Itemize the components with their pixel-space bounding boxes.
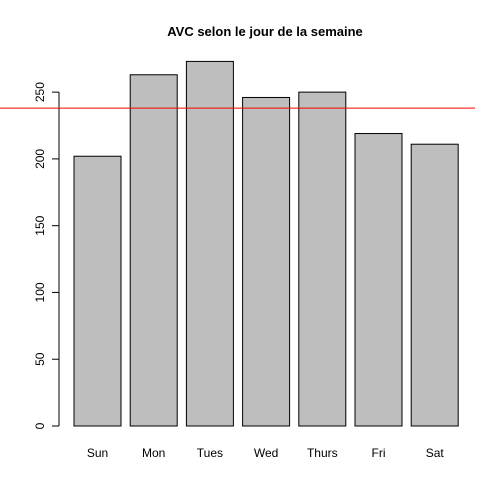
y-tick-label: 0 — [33, 422, 47, 429]
bar-thurs — [298, 91, 347, 427]
bars-group — [73, 60, 459, 427]
x-axis-labels: Sun Mon Tues Wed Thurs Fri Sat — [87, 446, 445, 460]
x-tick-label: Sun — [87, 446, 108, 460]
bar-tues — [185, 60, 234, 427]
x-tick-label: Sat — [426, 446, 445, 460]
y-tick-label: 50 — [33, 352, 47, 366]
bar-fri — [354, 133, 403, 427]
x-tick-label: Fri — [372, 446, 386, 460]
chart-title: AVC selon le jour de la semaine — [167, 24, 363, 39]
bar-mon — [129, 74, 178, 427]
bar-sat — [410, 143, 459, 427]
x-tick-label: Tues — [197, 446, 223, 460]
y-tick-label: 250 — [33, 82, 47, 102]
y-tick-label: 150 — [33, 215, 47, 235]
bar-sun — [73, 155, 122, 427]
x-tick-label: Mon — [142, 446, 165, 460]
x-tick-label: Thurs — [307, 446, 338, 460]
y-axis: 0 50 100 150 200 250 — [33, 82, 60, 429]
y-tick-label: 100 — [33, 282, 47, 302]
y-tick-label: 200 — [33, 149, 47, 169]
x-tick-label: Wed — [254, 446, 278, 460]
bar-wed — [242, 96, 291, 427]
